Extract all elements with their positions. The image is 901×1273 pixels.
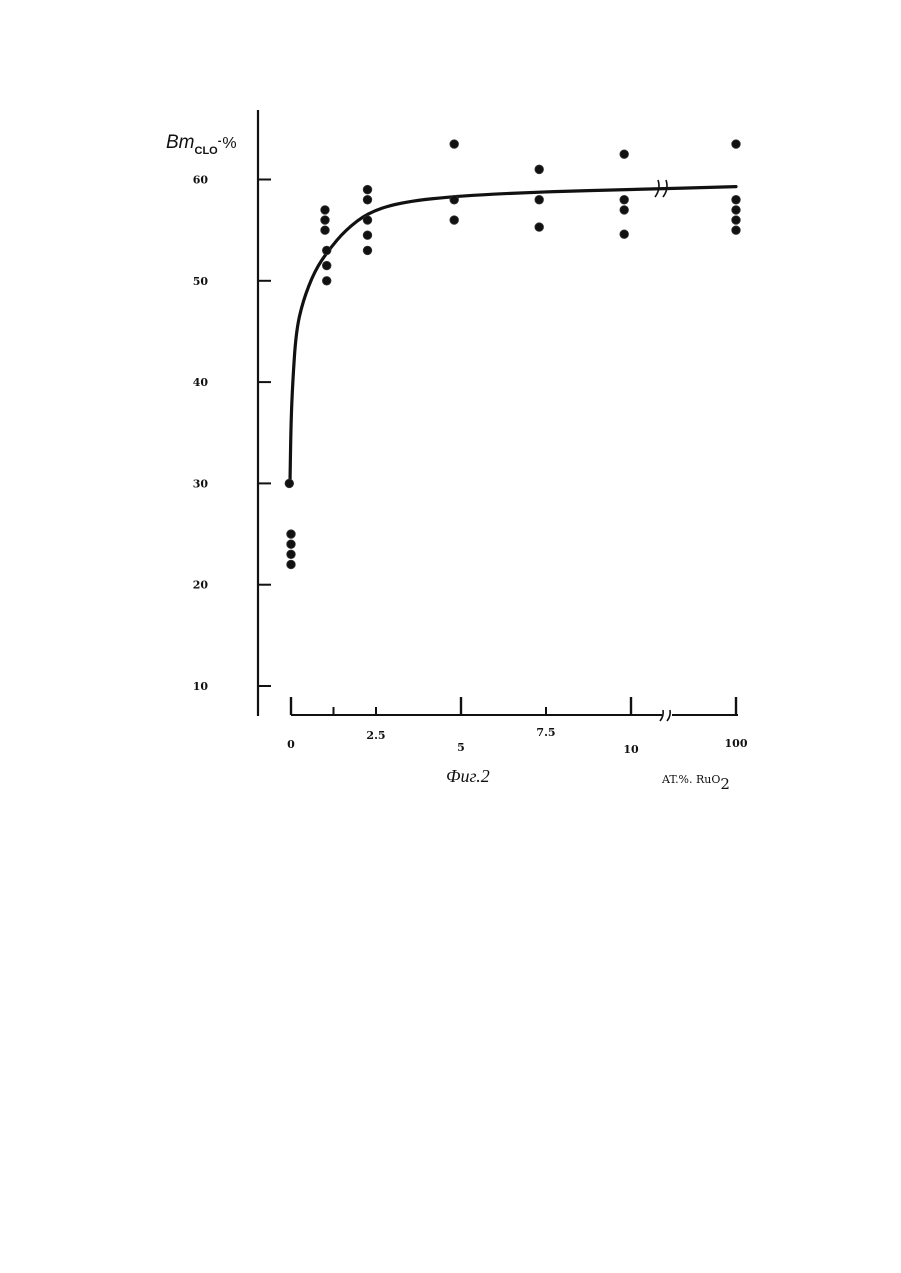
data-point [363,216,372,225]
data-point [322,277,331,286]
data-point [287,540,296,549]
data-point [732,140,741,149]
data-point [363,185,372,194]
y-axis-label-charge: - [218,135,222,147]
x-tick-label: 5 [457,741,465,754]
y-tick-label: 50 [193,275,209,288]
data-point [285,479,294,488]
data-point [287,530,296,539]
data-point [620,206,629,215]
x-tick-label: 10 [623,743,639,756]
data-point [620,230,629,239]
data-point [535,165,544,174]
y-axis-label-main: Bm [166,132,195,153]
data-point [732,226,741,235]
data-point [363,246,372,255]
data-points [285,140,740,569]
y-axis: 10 20 30 40 50 60 [193,110,271,716]
y-tick-label: 40 [193,376,209,389]
data-point [450,195,459,204]
x-ticks [291,697,736,715]
data-point [732,216,741,225]
y-axis-label-unit: % [222,135,236,152]
data-point [287,560,296,569]
y-tick-label: 10 [193,680,209,693]
data-point [450,216,459,225]
data-point [363,231,372,240]
fit-curve [290,187,736,484]
data-point [732,206,741,215]
data-point [321,226,330,235]
y-axis-label-sub: CLO [195,145,219,157]
x-tick-labels: 0 2.5 5 7.5 10 100 [287,726,748,756]
data-point [321,216,330,225]
x-axis-label-sub: 2 [720,775,730,793]
data-point [732,195,741,204]
data-point [322,261,331,270]
x-axis-label: AT.%. RuO2 [661,773,730,793]
x-axis: 0 2.5 5 7.5 10 100 [287,697,748,756]
x-tick-label: 2.5 [366,729,385,742]
x-tick-label: 0 [287,738,295,751]
figure-caption: Фиг.2 [446,766,490,786]
y-ticks: 10 20 30 40 50 60 [193,174,271,694]
data-point [535,195,544,204]
data-point [620,195,629,204]
data-point [620,150,629,159]
y-tick-label: 20 [193,579,209,592]
data-point [363,195,372,204]
y-tick-label: 30 [193,477,209,490]
data-point [535,223,544,232]
x-tick-label: 7.5 [536,726,555,739]
data-point [287,550,296,559]
x-axis-label-main: AT.%. RuO [661,773,720,786]
data-point [321,206,330,215]
x-tick-label: 100 [725,737,748,750]
y-tick-label: 60 [193,174,209,187]
data-point [322,246,331,255]
data-point [450,140,459,149]
y-axis-label: BmCLO-% [166,132,237,157]
